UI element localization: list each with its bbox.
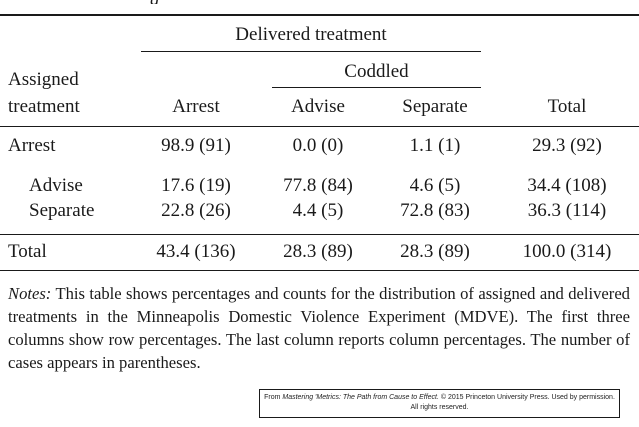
row-label-separate: Separate xyxy=(29,200,95,221)
table-cell: 0.0 (0) xyxy=(292,135,344,156)
header-bottom-rule xyxy=(0,126,639,127)
table-cell: 17.6 (19) xyxy=(161,175,231,196)
notes-label: Notes: xyxy=(8,284,52,303)
credit-suffix: © 2015 Princeton University Press. Used … xyxy=(438,394,615,401)
table-cell: 100.0 (314) xyxy=(522,241,612,262)
coddled-header: Coddled xyxy=(344,61,409,82)
table-cell: 98.9 (91) xyxy=(161,135,231,156)
table-cell: 4.6 (5) xyxy=(409,175,461,196)
assigned-header-line2: treatment xyxy=(8,96,80,117)
notes-text: This table shows percentages and counts … xyxy=(8,284,630,372)
coddled-spanner-rule xyxy=(272,87,481,88)
column-header-arrest: Arrest xyxy=(172,96,220,117)
row-label-total: Total xyxy=(8,241,47,262)
table-cell: 22.8 (26) xyxy=(161,200,231,221)
cropped-caption-fragment: g xyxy=(150,0,164,4)
column-header-separate: Separate xyxy=(402,96,468,117)
table-cell: 4.4 (5) xyxy=(292,200,344,221)
row-label-arrest: Arrest xyxy=(8,135,56,156)
table-top-rule xyxy=(0,14,639,16)
table-cell: 34.4 (108) xyxy=(527,175,607,196)
column-header-advise: Advise xyxy=(291,96,345,117)
credit-book-title: Mastering 'Metrics: The Path from Cause … xyxy=(282,394,439,401)
delivered-treatment-header: Delivered treatment xyxy=(235,24,387,45)
credit-line-2: All rights reserved. xyxy=(410,404,469,411)
credit-prefix: From xyxy=(264,394,283,401)
table-cell: 72.8 (83) xyxy=(400,200,470,221)
table-notes: Notes: This table shows percentages and … xyxy=(8,282,630,374)
table-cell: 28.3 (89) xyxy=(400,241,470,262)
table-bottom-rule xyxy=(0,270,639,271)
credit-line-1: From Mastering 'Metrics: The Path from C… xyxy=(260,393,619,403)
table-cell: 36.3 (114) xyxy=(527,200,607,221)
table-cell: 28.3 (89) xyxy=(283,241,353,262)
assigned-header-line1: Assigned xyxy=(8,69,79,90)
column-header-total: Total xyxy=(547,96,587,117)
delivered-spanner-rule xyxy=(141,51,481,52)
row-label-advise: Advise xyxy=(29,175,83,196)
table-cell: 1.1 (1) xyxy=(409,135,461,156)
table-cell: 29.3 (92) xyxy=(532,135,602,156)
credit-box: From Mastering 'Metrics: The Path from C… xyxy=(259,389,620,418)
total-above-rule xyxy=(0,234,639,235)
table-cell: 77.8 (84) xyxy=(283,175,353,196)
table-cell: 43.4 (136) xyxy=(156,241,236,262)
